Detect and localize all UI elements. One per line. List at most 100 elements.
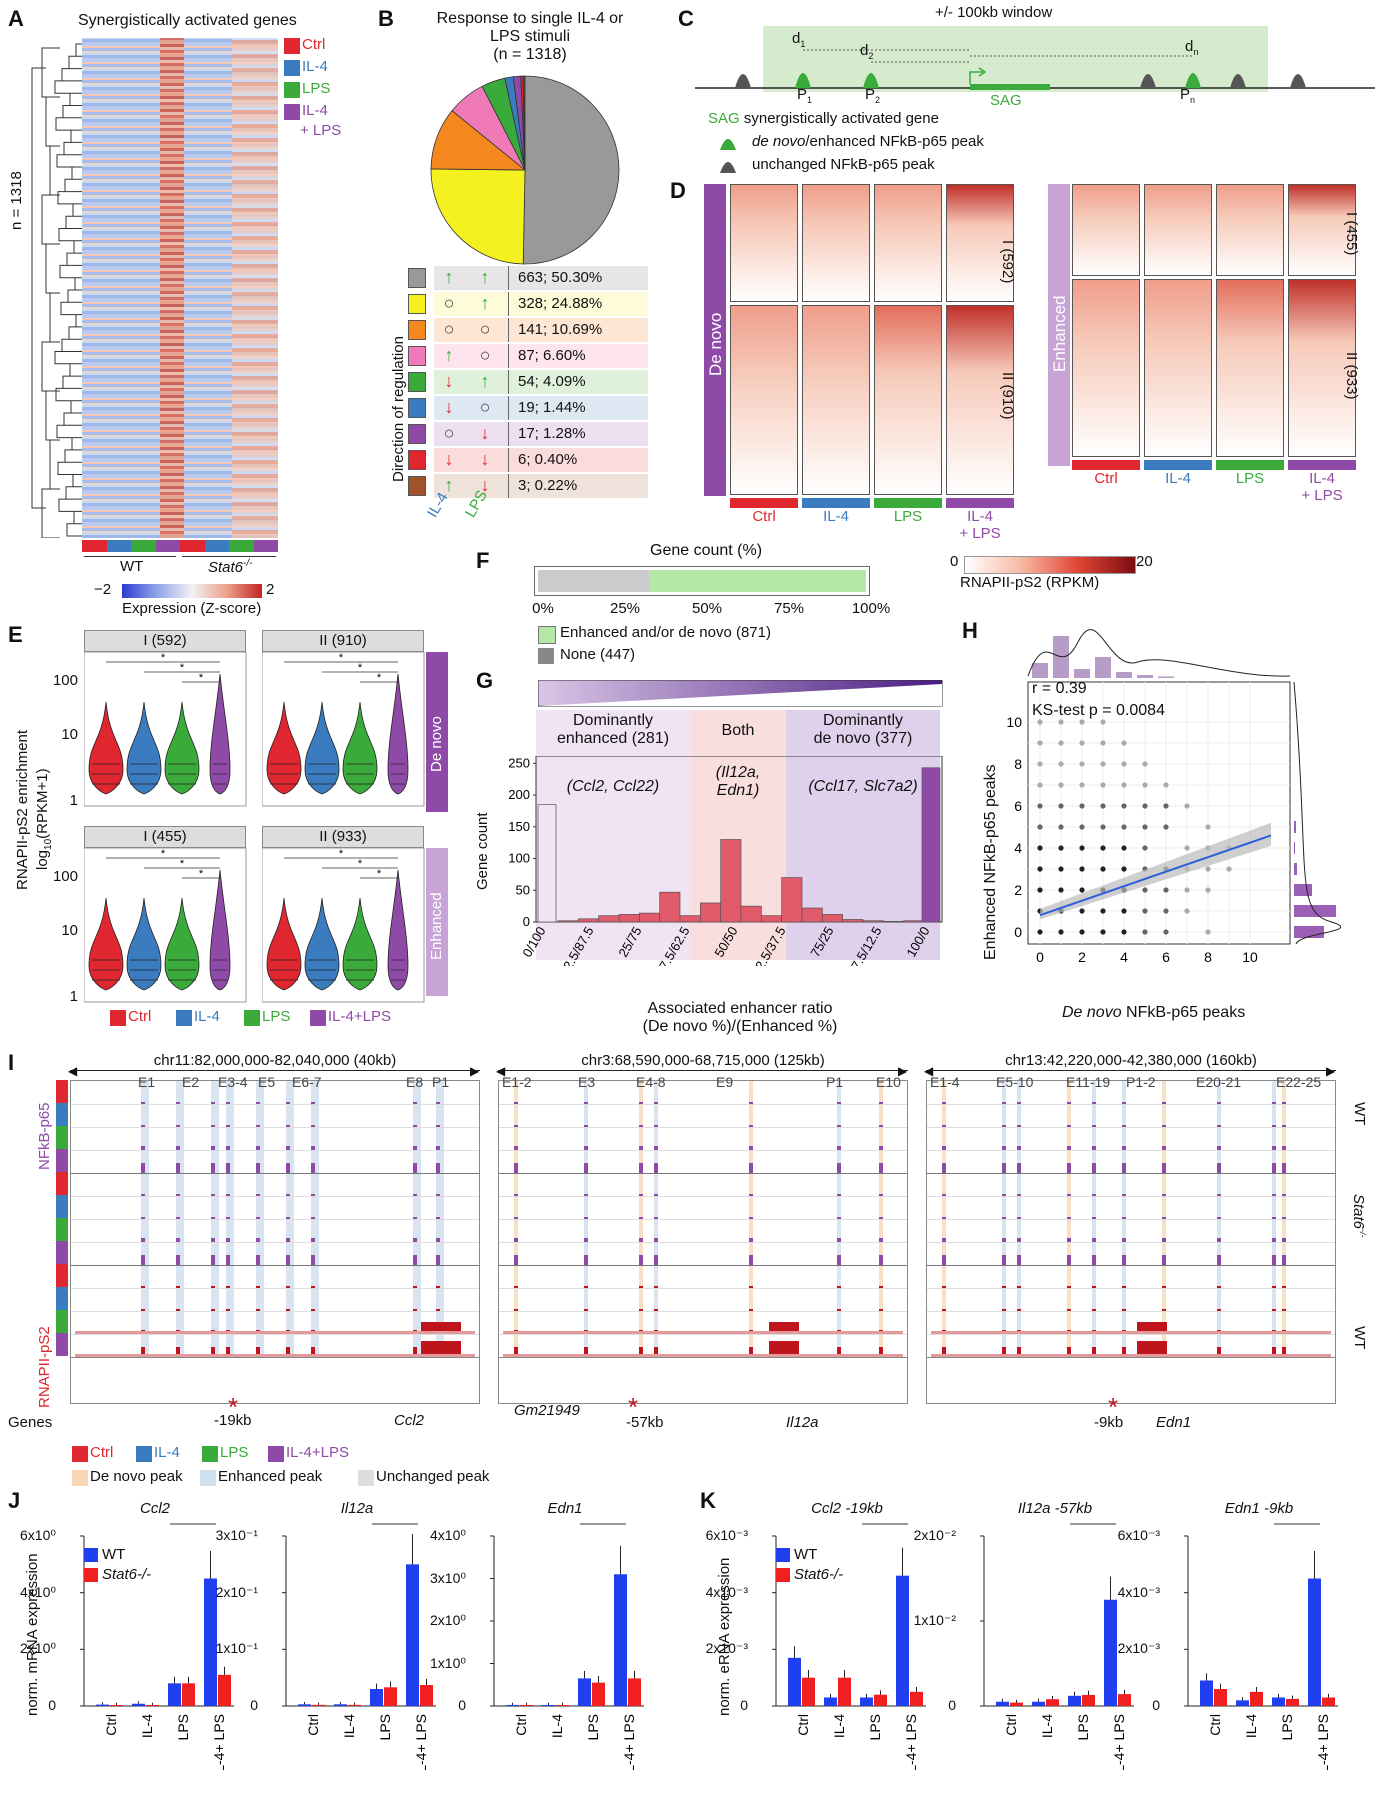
dist-label-2: -57kb	[626, 1414, 664, 1431]
h-point	[1037, 782, 1043, 788]
signal-peak	[1162, 1125, 1166, 1127]
regulation-row: ↓ ↑ 54; 4.09%	[408, 370, 648, 394]
violin	[304, 701, 340, 795]
signal-peak	[176, 1255, 180, 1265]
bar-wt	[614, 1574, 627, 1706]
bar-ko	[218, 1674, 231, 1706]
signal-peak	[176, 1347, 180, 1357]
signal-peak	[256, 1125, 260, 1127]
panel-e-ylabel2: log10(RPKM+1)	[34, 768, 54, 870]
signal-peak	[1282, 1217, 1286, 1219]
bar-wt	[370, 1689, 383, 1706]
signal-peak	[436, 1102, 440, 1104]
g-bar	[903, 920, 925, 923]
bar-chart-title: Edn1 -9kb	[1224, 1500, 1294, 1517]
locus-axis	[926, 1070, 1336, 1071]
signal-peak	[749, 1102, 753, 1104]
condition-label: LPS	[1235, 470, 1265, 487]
signal-peak	[1017, 1163, 1021, 1173]
regulation-count: 141; 10.69%	[518, 321, 603, 338]
region-enhanced-label: Dominantly enhanced (281)	[556, 712, 670, 747]
panel-j-ylabel: norm. mRNA expression	[24, 1553, 41, 1716]
g-x-tick: 12.5/87.5	[556, 924, 596, 966]
locus-label: chr11:82,000,000-82,040,000 (40kb)	[153, 1052, 397, 1069]
g-x-tick: 87.5/12.5	[844, 924, 884, 966]
track-row-line	[499, 1311, 907, 1312]
signal-peak	[311, 1102, 315, 1104]
signal-peak	[176, 1286, 180, 1288]
legend-wt-swatch	[84, 1548, 98, 1562]
signal-peak	[176, 1125, 180, 1127]
violin	[342, 897, 378, 991]
h-point	[1142, 908, 1148, 914]
h-right-hist	[1294, 863, 1297, 875]
signal-peak	[311, 1255, 315, 1265]
legend-unchanged: unchanged NFkB-p65 peak	[752, 156, 935, 173]
signal-peak	[413, 1238, 417, 1242]
signal-peak	[1067, 1347, 1071, 1357]
track-row-line	[499, 1242, 907, 1243]
signal-peak	[1217, 1102, 1221, 1104]
g-bar	[638, 912, 661, 923]
h-point	[1079, 929, 1085, 935]
regulation-swatch	[408, 294, 426, 314]
bar-y-tick: 3x10⁻¹	[215, 1527, 258, 1543]
f-tick: 0%	[532, 600, 554, 617]
significance-star: *	[180, 858, 185, 870]
signal-peak	[584, 1163, 588, 1173]
bar-x-tick: Ctrl	[513, 1714, 529, 1736]
h-point	[1037, 803, 1043, 809]
violin-panel: * * *	[262, 848, 425, 1003]
h-point	[1121, 803, 1127, 809]
violin-panel: * * *	[262, 652, 425, 807]
signal-peak	[514, 1309, 518, 1311]
panel-f-title: Gene count (%)	[650, 542, 763, 559]
signal-peak	[639, 1194, 643, 1196]
h-right-hist	[1294, 884, 1312, 896]
track-color-key	[56, 1264, 68, 1287]
legend-ko-swatch	[84, 1568, 98, 1582]
signal-peak	[1282, 1309, 1286, 1311]
condition-label: IL-4	[823, 508, 849, 525]
track-color-key	[56, 1103, 68, 1126]
window-label: +/- 100kb window	[935, 4, 1053, 21]
left-arrow-icon: ◀	[924, 1064, 934, 1078]
signal-peak	[749, 1238, 753, 1242]
g-bar	[882, 921, 905, 923]
signal-peak	[1067, 1238, 1071, 1242]
region-enhanced-example: (Ccl2, Ccl22)	[566, 778, 660, 795]
facet-strip: II (910)	[262, 630, 424, 652]
signal-peak	[1017, 1347, 1021, 1357]
h-point	[1100, 719, 1106, 725]
signal-peak	[1002, 1125, 1006, 1127]
bar-x-tick: IL-4	[549, 1714, 565, 1738]
signal-peak	[837, 1102, 841, 1104]
bar-x-tick: Ctrl	[103, 1714, 119, 1736]
h-point	[1163, 887, 1169, 893]
g-y-tick: 200	[508, 787, 530, 802]
signal-peak	[1122, 1309, 1126, 1311]
panel-h-xlabel: De novo NFkB-p65 peaks	[1062, 1004, 1246, 1021]
signal-peak	[413, 1163, 417, 1173]
condition-label-line2: + LPS	[1301, 487, 1343, 504]
regulation-row-bg	[434, 422, 648, 446]
group-wt: WT	[120, 558, 144, 575]
bar-chart-title: Il12a	[340, 1500, 374, 1517]
signal-peak	[286, 1102, 290, 1104]
panel-k-label: K	[700, 1488, 716, 1513]
signal-peak	[286, 1163, 290, 1173]
background-signal	[75, 1354, 475, 1357]
signal-peak	[1282, 1102, 1286, 1104]
regulation-swatch	[408, 424, 426, 444]
violin-y-tick: 1	[69, 792, 78, 809]
element-label: E5	[258, 1074, 276, 1090]
signal-peak	[639, 1217, 643, 1219]
h-point	[1205, 887, 1211, 893]
h-point	[1205, 929, 1211, 935]
violin	[164, 897, 200, 991]
signal-peak	[654, 1347, 658, 1357]
panel-k-ylabel: norm. eRNA expression	[716, 1557, 733, 1716]
signal-peak	[211, 1286, 215, 1288]
track-color-key	[56, 1218, 68, 1241]
panel-j-label: J	[8, 1488, 21, 1513]
